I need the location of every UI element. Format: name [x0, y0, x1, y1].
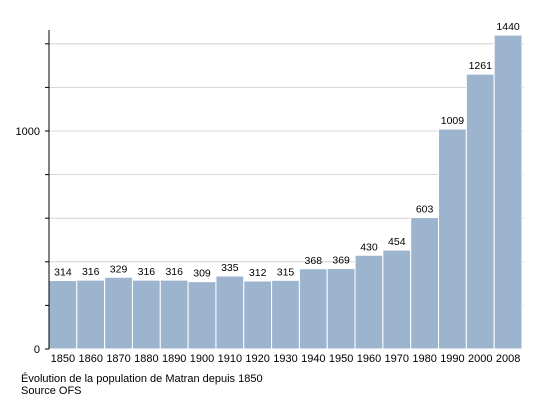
bar-1910 [215, 275, 245, 350]
data-label-1860: 316 [82, 266, 100, 278]
x-tick-label-2000: 2000 [468, 353, 492, 365]
x-tick-label-1970: 1970 [385, 353, 409, 365]
data-label-1950: 369 [332, 255, 350, 267]
data-label-1960: 430 [360, 241, 378, 253]
x-tick-label-1950: 1950 [329, 353, 353, 365]
y-tick-label: 1000 [16, 126, 40, 138]
bars [48, 34, 523, 350]
grid-lines [49, 43, 524, 306]
axes: 1850 1860 1870 1880 1890 1900 1910 1920 1930 1940… [16, 30, 520, 365]
bar-1990 [438, 128, 467, 350]
data-label-1990: 1009 [441, 115, 465, 127]
x-tick-label-1870: 1870 [106, 353, 130, 365]
bar-1880 [131, 279, 161, 350]
bar-2008 [493, 34, 523, 350]
x-tick-label-2008: 2008 [496, 353, 520, 365]
data-label-2008: 1440 [496, 21, 520, 33]
bar-1900 [187, 281, 217, 350]
x-tick-label-1880: 1880 [134, 353, 158, 365]
data-label-1940: 368 [305, 255, 323, 267]
data-label-1900: 309 [193, 268, 211, 280]
data-label-1880: 316 [138, 266, 156, 278]
x-tick-label-1940: 1940 [301, 353, 325, 365]
bar-1850 [48, 280, 78, 350]
bar-1960 [354, 254, 384, 350]
bar-1980 [410, 217, 440, 350]
bar-1940 [298, 268, 328, 350]
bar-1870 [104, 276, 133, 350]
x-tick-label-1980: 1980 [412, 353, 436, 365]
x-tick-label-1890: 1890 [162, 353, 186, 365]
bar-1860 [76, 279, 106, 350]
x-tick-label-1900: 1900 [190, 353, 214, 365]
chart-source: Source OFS [21, 385, 82, 397]
bar-1930 [271, 279, 300, 350]
data-labels: 314 316 329 316 316 309 335 312 315 368 369 430 454 6… [54, 21, 520, 280]
bar-1890 [159, 279, 189, 350]
x-tick-label-1860: 1860 [78, 353, 102, 365]
data-label-1870: 329 [110, 263, 128, 275]
data-label-1910: 335 [221, 262, 239, 274]
x-tick-label-1960: 1960 [357, 353, 381, 365]
data-label-1980: 603 [416, 204, 434, 216]
x-tick-label-1930: 1930 [273, 353, 297, 365]
data-label-1890: 316 [165, 266, 183, 278]
bar-1970 [382, 249, 412, 350]
y-tick-label: 0 [34, 344, 40, 356]
data-label-1850: 314 [54, 267, 72, 279]
bar-1950 [326, 268, 356, 350]
bar-1920 [243, 280, 273, 350]
x-tick-label-1990: 1990 [440, 353, 464, 365]
data-label-1930: 315 [277, 266, 295, 278]
chart-caption: Évolution de la population de Matran dep… [21, 373, 263, 385]
data-label-1920: 312 [249, 267, 267, 279]
data-label-2000: 1261 [469, 60, 493, 72]
x-tick-label-1910: 1910 [218, 353, 242, 365]
x-tick-label-1920: 1920 [245, 353, 269, 365]
data-label-1970: 454 [388, 236, 406, 248]
x-tick-label-1850: 1850 [51, 353, 75, 365]
bar-2000 [465, 73, 495, 350]
